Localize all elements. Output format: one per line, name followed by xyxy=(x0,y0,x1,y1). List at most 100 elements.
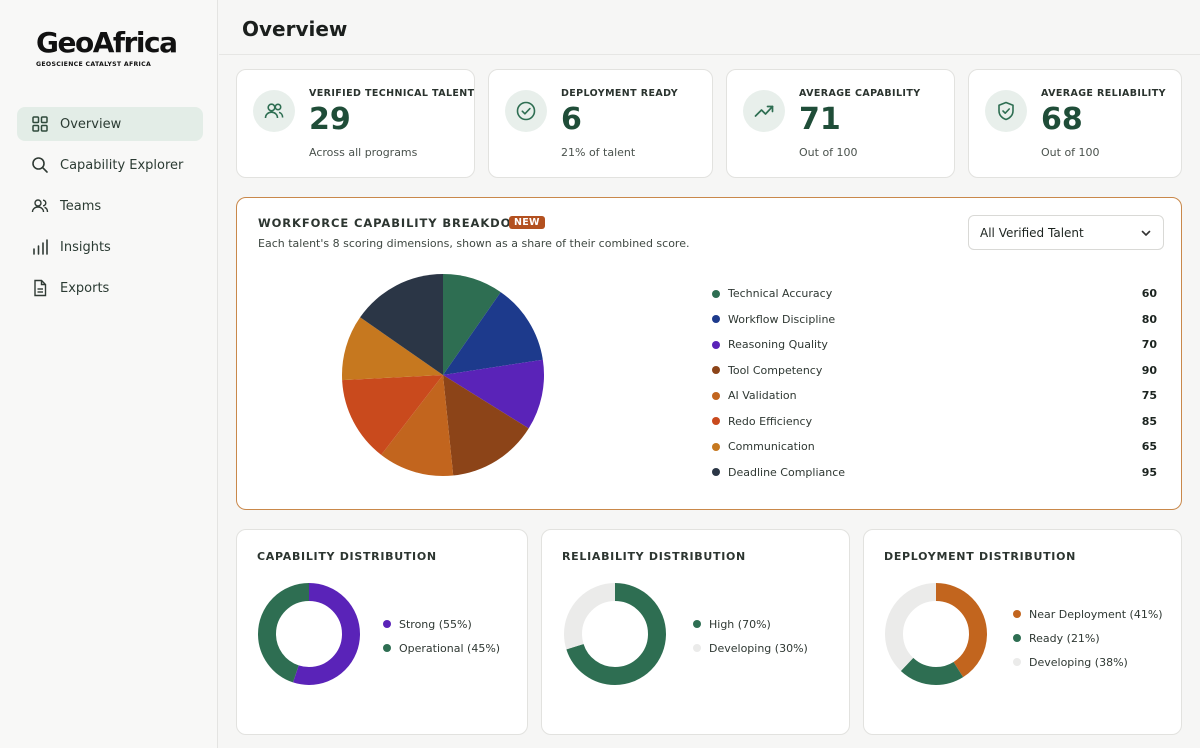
sidebar-item-label: Capability Explorer xyxy=(60,157,184,173)
legend-item-redo-efficiency: Redo Efficiency 85 xyxy=(712,409,1157,435)
legend-item-deadline-compliance: Deadline Compliance 95 xyxy=(712,460,1157,486)
check-circle-icon xyxy=(505,90,547,132)
legend-swatch xyxy=(383,620,391,628)
legend-swatch xyxy=(1013,634,1021,642)
pie-legend: Technical Accuracy 60 Workflow Discipline 8… xyxy=(712,281,1157,485)
pie-slice-tool-competency[interactable] xyxy=(443,375,529,476)
donut-segment-operational-45[interactable] xyxy=(258,583,360,685)
stat-label: AVERAGE CAPABILITY xyxy=(799,88,921,99)
stat-label: DEPLOYMENT READY xyxy=(561,88,678,99)
legend-value: 95 xyxy=(1141,465,1157,479)
reliability-distribution-card: RELIABILITY DISTRIBUTION High (70%) Devel… xyxy=(541,529,850,735)
file-icon xyxy=(31,279,49,297)
pie-slice-ai-validation[interactable] xyxy=(381,375,454,476)
legend-swatch xyxy=(693,620,701,628)
legend-label: Developing (38%) xyxy=(1029,655,1128,669)
legend-item-communication: Communication 65 xyxy=(712,434,1157,460)
pie-slice-reasoning-quality[interactable] xyxy=(443,359,544,429)
stat-card-average-reliability: AVERAGE RELIABILITY 68 Out of 100 xyxy=(968,69,1182,178)
legend-item-tool-competency: Tool Competency 90 xyxy=(712,358,1157,384)
stat-card-verified-talent: VERIFIED TECHNICAL TALENT 29 Across all … xyxy=(236,69,475,178)
legend-item-ai-validation: AI Validation 75 xyxy=(712,383,1157,409)
legend-swatch xyxy=(712,417,720,426)
shield-icon xyxy=(985,90,1027,132)
legend-item-workflow-discipline: Workflow Discipline 80 xyxy=(712,307,1157,333)
distribution-legend: High (70%) Developing (30%) xyxy=(693,612,808,660)
capability-distribution-card: CAPABILITY DISTRIBUTION Strong (55%) Oper… xyxy=(236,529,528,735)
legend-label: High (70%) xyxy=(709,617,771,631)
legend-value: 60 xyxy=(1141,287,1157,301)
deployment-distribution-card: DEPLOYMENT DISTRIBUTION Near Deployment … xyxy=(863,529,1182,735)
users-icon xyxy=(253,90,295,132)
donut-segment-developing-38[interactable] xyxy=(885,583,987,685)
legend-swatch xyxy=(712,468,720,477)
logo-tagline: GEOSCIENCE CATALYST AFRICA xyxy=(36,61,152,68)
legend-item-high-70: High (70%) xyxy=(693,612,808,636)
sidebar-item-overview[interactable]: Overview xyxy=(17,107,203,141)
sidebar-item-insights[interactable]: Insights xyxy=(17,230,203,264)
legend-value: 70 xyxy=(1141,338,1157,352)
donut-segment-developing-30[interactable] xyxy=(564,583,666,685)
legend-item-technical-accuracy: Technical Accuracy 60 xyxy=(712,281,1157,307)
distribution-title: RELIABILITY DISTRIBUTION xyxy=(562,550,746,563)
sidebar-item-capability-explorer[interactable]: Capability Explorer xyxy=(17,148,203,182)
legend-item-developing-38: Developing (38%) xyxy=(1013,650,1163,674)
legend-swatch xyxy=(712,442,720,451)
sidebar-item-label: Insights xyxy=(60,239,111,255)
legend-label: Technical Accuracy xyxy=(728,287,833,301)
legend-label: Deadline Compliance xyxy=(728,465,846,479)
stat-card-deployment-ready: DEPLOYMENT READY 6 21% of talent xyxy=(488,69,713,178)
pie-slice-communication[interactable] xyxy=(342,317,443,381)
distribution-title: DEPLOYMENT DISTRIBUTION xyxy=(884,550,1077,563)
pie-slice-workflow-discipline[interactable] xyxy=(443,292,543,375)
page-title: Overview xyxy=(242,17,348,41)
legend-swatch xyxy=(1013,610,1021,618)
breakdown-subtitle: Each talent's 8 scoring dimensions, show… xyxy=(258,237,690,250)
legend-swatch xyxy=(383,644,391,652)
capability-distribution-donut xyxy=(258,583,360,685)
pie-slice-redo-efficiency[interactable] xyxy=(342,375,443,455)
legend-value: 75 xyxy=(1141,389,1157,403)
stat-value: 68 xyxy=(1041,102,1083,137)
capability-pie-chart xyxy=(340,272,546,478)
legend-item-ready-21: Ready (21%) xyxy=(1013,626,1163,650)
stat-card-average-capability: AVERAGE CAPABILITY 71 Out of 100 xyxy=(726,69,955,178)
sidebar-item-exports[interactable]: Exports xyxy=(17,271,203,305)
legend-swatch xyxy=(712,391,720,400)
legend-label: Tool Competency xyxy=(728,363,823,377)
legend-item-developing-30: Developing (30%) xyxy=(693,636,808,660)
legend-swatch xyxy=(712,340,720,349)
talent-filter-select[interactable]: All Verified Talent xyxy=(968,215,1164,250)
capability-breakdown-card: WORKFORCE CAPABILITY BREAKDOWN NEW Each … xyxy=(236,197,1182,510)
distribution-title: CAPABILITY DISTRIBUTION xyxy=(257,550,437,563)
legend-item-near-deployment-41: Near Deployment (41%) xyxy=(1013,602,1163,626)
donut-segment-ready-21[interactable] xyxy=(885,583,987,685)
stat-subtext: 21% of talent xyxy=(561,146,636,159)
legend-value: 65 xyxy=(1141,440,1157,454)
trending-up-icon xyxy=(743,90,785,132)
bar-chart-icon xyxy=(31,238,49,256)
pie-slice-technical-accuracy[interactable] xyxy=(443,274,501,375)
distribution-legend: Near Deployment (41%) Ready (21%) Developi… xyxy=(1013,602,1163,674)
sidebar-item-label: Overview xyxy=(60,116,122,132)
legend-label: Redo Efficiency xyxy=(728,414,813,428)
stat-subtext: Out of 100 xyxy=(1041,146,1100,159)
logo-wordmark: GeoAfrica xyxy=(36,26,178,59)
breakdown-title: WORKFORCE CAPABILITY BREAKDOWN xyxy=(258,216,536,230)
legend-value: 85 xyxy=(1141,414,1157,428)
legend-label: Strong (55%) xyxy=(399,617,472,631)
deployment-distribution-donut xyxy=(885,583,987,685)
sidebar-nav: Overview Capability Explorer Teams Insig… xyxy=(17,107,203,312)
legend-item-reasoning-quality: Reasoning Quality 70 xyxy=(712,332,1157,358)
brand-logo[interactable]: GeoAfrica GEOSCIENCE CATALYST AFRICA xyxy=(36,26,178,72)
sidebar-item-teams[interactable]: Teams xyxy=(17,189,203,223)
legend-value: 80 xyxy=(1141,312,1157,326)
legend-swatch xyxy=(1013,658,1021,666)
grid-icon xyxy=(31,115,49,133)
legend-item-operational-45: Operational (45%) xyxy=(383,636,500,660)
stat-value: 6 xyxy=(561,102,582,137)
legend-label: Reasoning Quality xyxy=(728,338,828,352)
legend-label: Ready (21%) xyxy=(1029,631,1100,645)
pie-slice-deadline-compliance[interactable] xyxy=(360,274,443,375)
stat-subtext: Out of 100 xyxy=(799,146,858,159)
